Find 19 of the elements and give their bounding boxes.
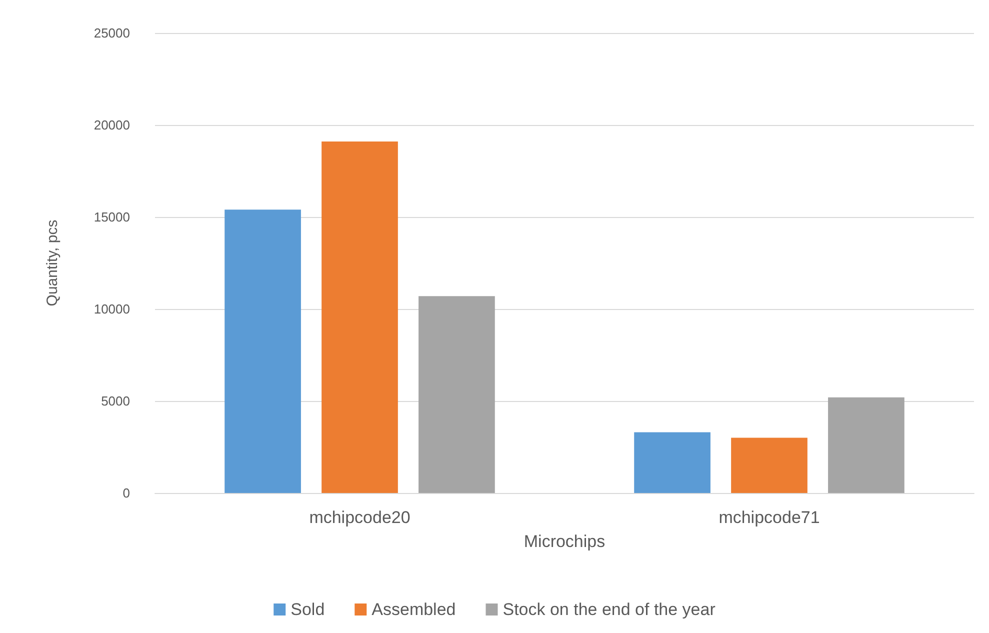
y-axis-title: Quantity, pcs [44,220,61,306]
y-tick-label: 25000 [94,26,130,40]
y-tick-label: 5000 [101,394,130,408]
legend-label: Stock on the end of the year [502,600,716,619]
y-tick-label: 10000 [94,302,130,316]
bar [322,142,398,493]
legend-label: Assembled [372,600,456,619]
y-tick-label: 20000 [94,118,130,132]
legend-label: Sold [290,600,325,619]
bar [418,296,495,493]
y-tick-label: 15000 [94,210,130,224]
bar [634,432,710,493]
bar [731,438,808,493]
bar [224,210,301,493]
x-tick-label: mchipcode71 [718,508,820,527]
bar [828,397,904,493]
x-tick-label: mchipcode20 [309,508,410,527]
y-tick-label: 0 [122,486,130,500]
x-axis-title: Microchips [524,532,606,551]
